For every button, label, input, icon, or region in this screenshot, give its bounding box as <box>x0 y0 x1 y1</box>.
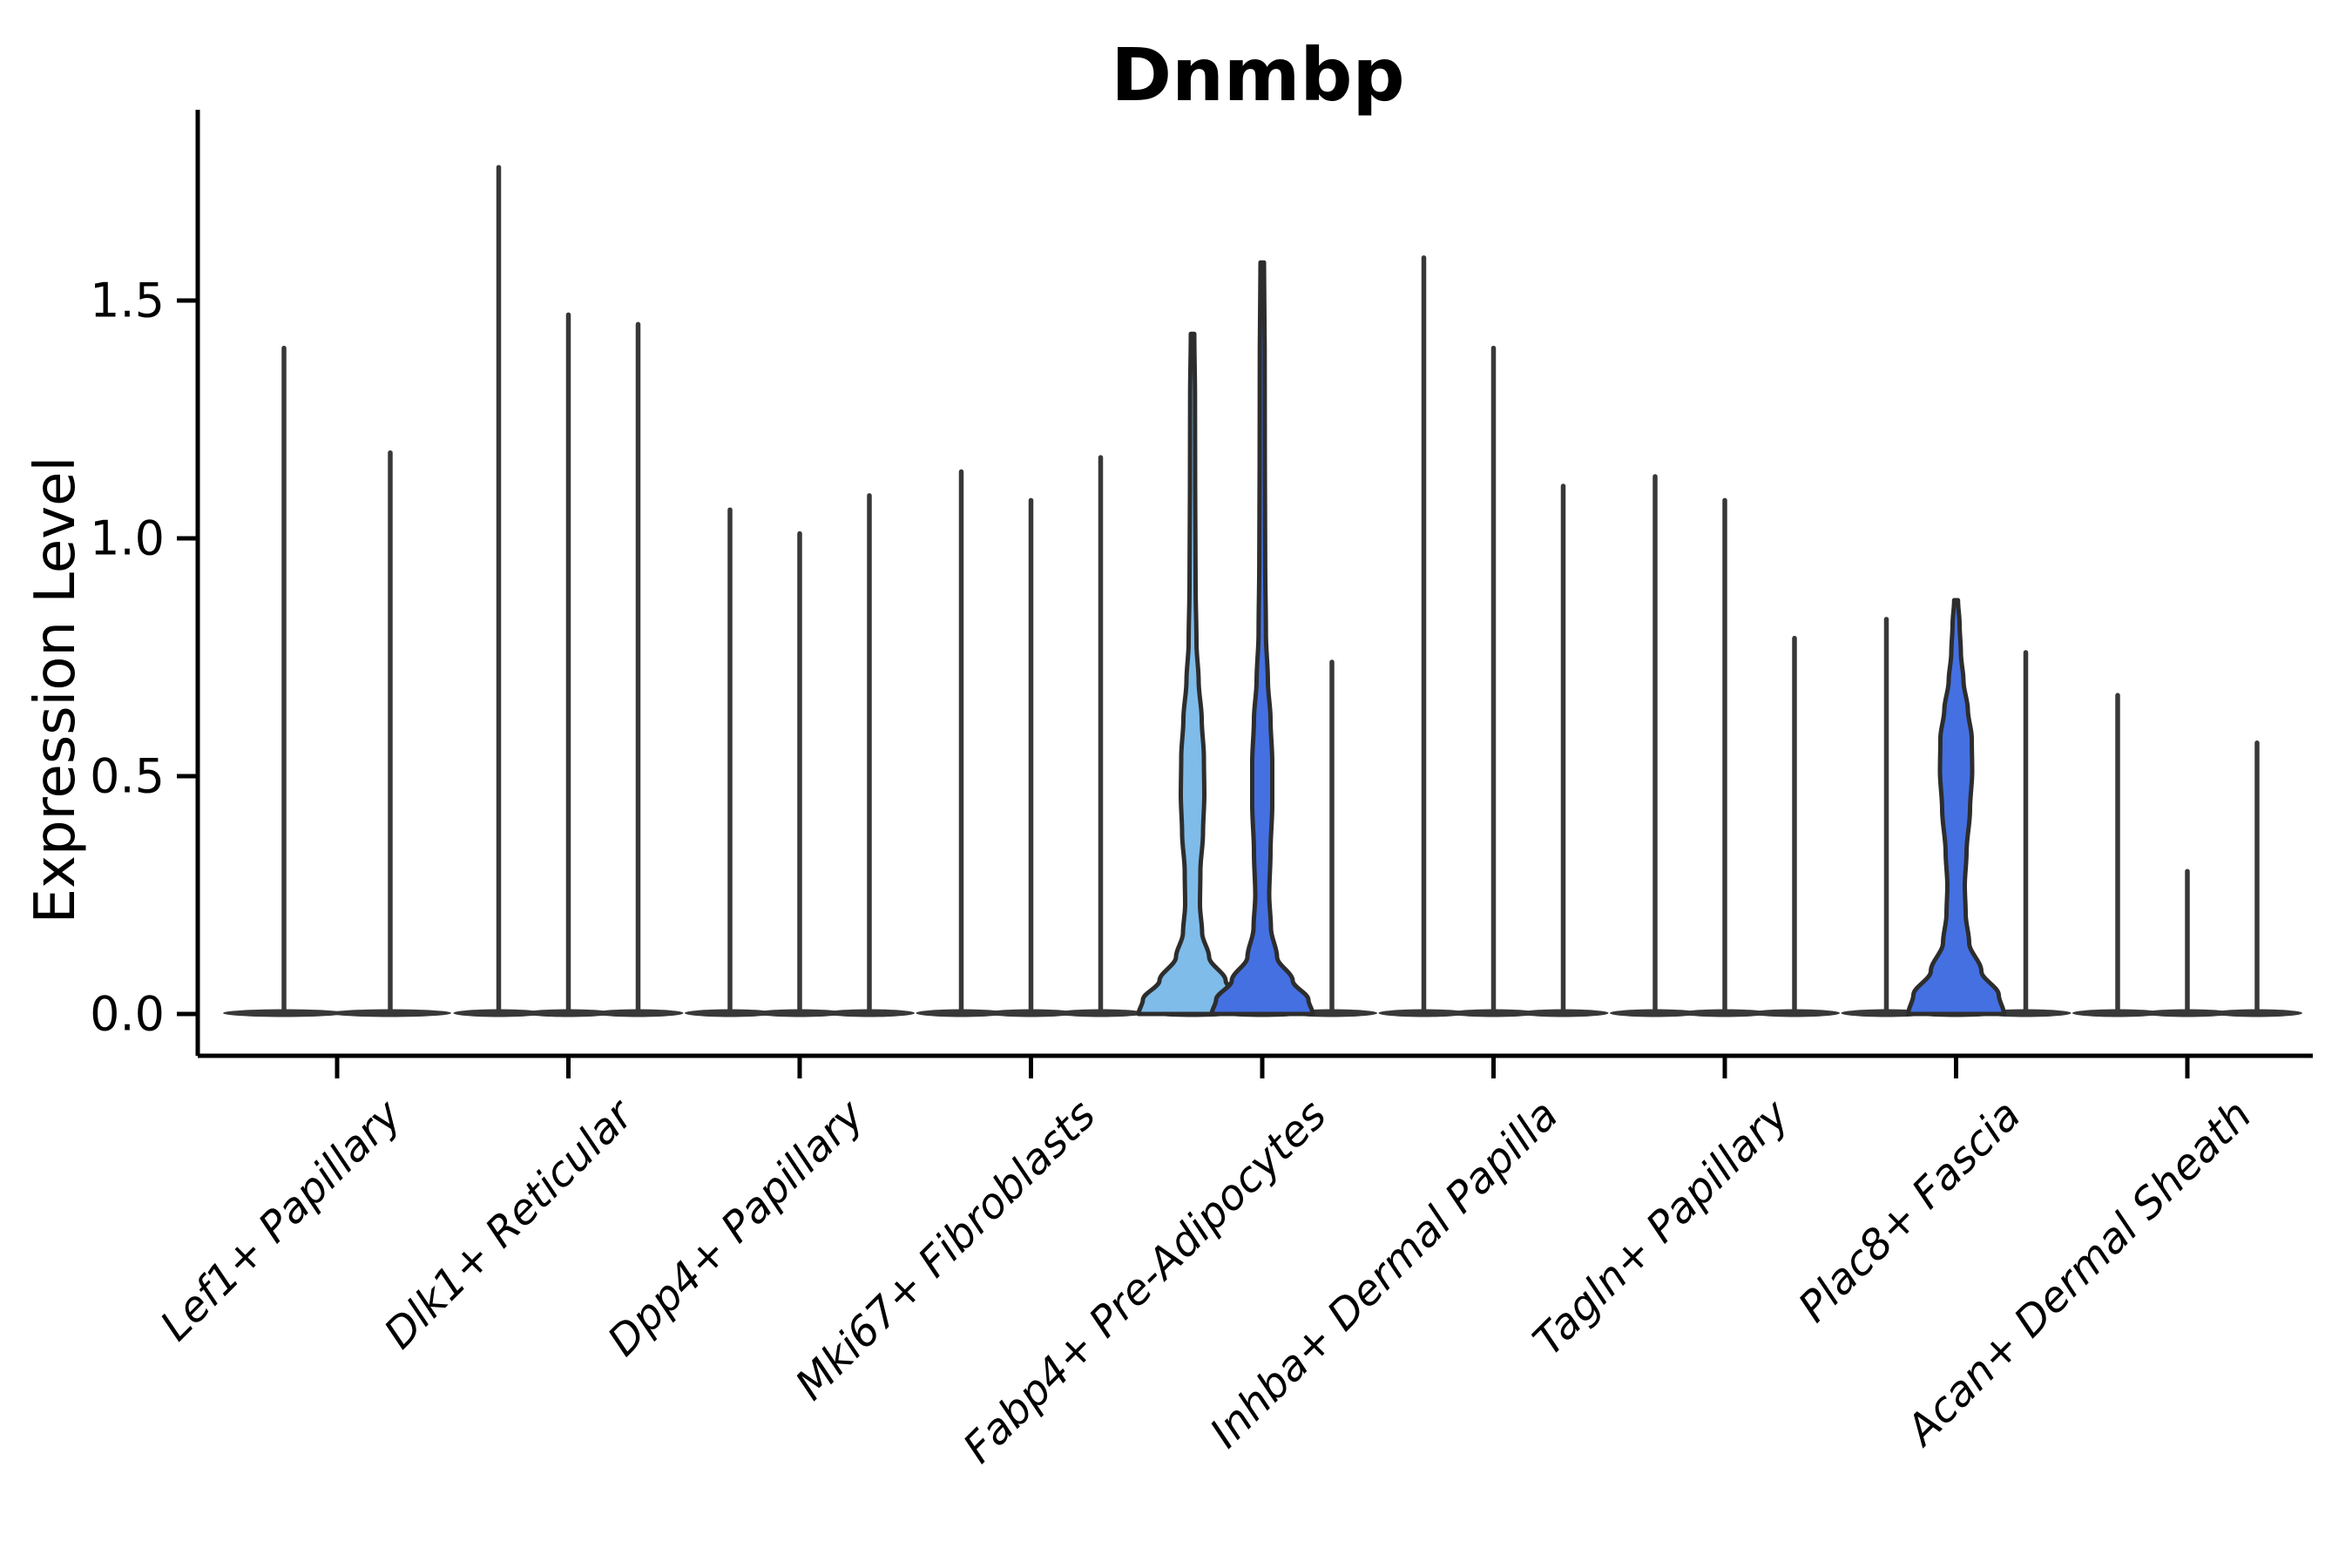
violin-body-royal_blue <box>1209 260 1315 1017</box>
y-tick-label: 1.0 <box>90 510 165 566</box>
violin-body-royal_blue <box>1906 598 2006 1017</box>
y-tick-label: 0.5 <box>90 748 165 804</box>
violin-body-light_blue <box>1136 331 1249 1017</box>
chart-title: Dnmbp <box>1111 32 1405 118</box>
y-tick-label: 1.5 <box>90 273 165 328</box>
y-tick-label: 0.0 <box>90 986 165 1042</box>
